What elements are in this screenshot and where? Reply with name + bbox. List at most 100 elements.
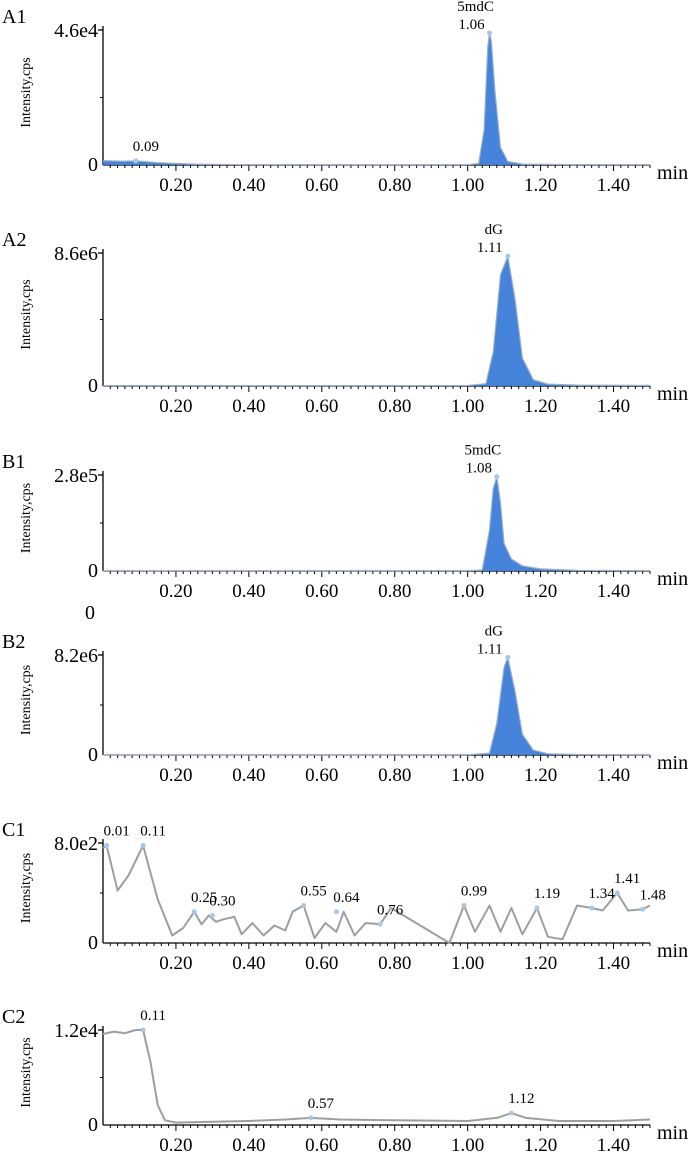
panel-c2-x-tick-label: 1.40 [597, 1135, 630, 1155]
panel-a1-peak-marker [487, 30, 493, 36]
panel-c1-peak-marker [640, 906, 646, 912]
panel-a1-peak-area [103, 32, 650, 166]
panel-b1-label: B1 [2, 451, 25, 473]
panel-b2-trace-line [103, 655, 651, 756]
panel-a1-x-tick-label: 1.40 [597, 175, 630, 196]
panel-b2-label: B2 [2, 631, 25, 653]
panel-c1-ymin-label: 0 [88, 932, 98, 954]
panel-a2-trace-line [103, 253, 651, 387]
panel-c2-x-unit-label: min [657, 1122, 688, 1144]
panel-a2-x-tick-label: 0.80 [378, 396, 411, 417]
panel-a2-x-tick-label: 0.20 [159, 396, 192, 417]
panel-a2-x-tick-label: 1.40 [597, 396, 630, 417]
panel-c2-ymin-label: 0 [88, 1114, 98, 1136]
panel-a1-x-tick-label: 0.40 [232, 175, 265, 196]
panel-c1-peak-rt: 0.76 [377, 902, 404, 918]
panel-c1-x-tick-label: 1.00 [451, 953, 484, 974]
panel-c2-y-axis-label: Intensity,cps [19, 1037, 34, 1107]
panel-b1-peak-area [103, 476, 650, 571]
panel-c1-peak-marker [191, 909, 197, 915]
panel-a2-ymax-label: 8.6e6 [54, 243, 98, 265]
panel-c1-y-axis-label: Intensity,cps [19, 853, 34, 923]
panel-c1-x-tick-label: 1.40 [597, 953, 630, 974]
panel-b1-x-tick-label: 1.00 [451, 581, 484, 602]
panel-c1-peak-marker [589, 905, 595, 911]
panel-b1-x-tick-label: 0.40 [232, 581, 265, 602]
panel-c1-trace-line [102, 844, 651, 944]
panel-c2-peak-rt: 0.11 [140, 1008, 166, 1024]
panel-a1-ymin-label: 0 [88, 154, 98, 176]
panel-a1-x-tick-label: 1.20 [524, 175, 557, 196]
panel-c1-x-tick-label: 0.80 [378, 953, 411, 974]
panel-c1-peak-marker [209, 913, 215, 918]
panel-b1-x-tick-label: 0.80 [378, 581, 411, 602]
panel-a2-peak-name: dG [485, 222, 504, 238]
panel-a1-peak-rt: 0.09 [133, 139, 159, 155]
panel-c2-ymax-label: 1.2e4 [54, 1020, 98, 1042]
panel-a2-ymin-label: 0 [88, 375, 98, 397]
panel-b2-ymax-label: 8.2e6 [54, 645, 98, 667]
panel-b1-ymax-label: 2.8e5 [54, 465, 98, 487]
panel-a1-x-tick-label: 0.80 [378, 175, 411, 196]
panel-a2-x-unit-label: min [657, 383, 688, 405]
panel-c1-peak-rt: 0.64 [333, 890, 360, 906]
panel-a2-x-tick-label: 0.60 [305, 396, 338, 417]
panel-a1-x-tick-label: 1.00 [451, 175, 484, 196]
panel-b2-x-tick-label: 1.40 [597, 765, 630, 786]
panel-c2-x-tick-label: 1.00 [451, 1135, 484, 1155]
panel-b2-ymin-label: 0 [88, 744, 98, 766]
panel-c2-x-tick-label: 0.60 [305, 1135, 338, 1155]
panel-c1-peak-rt: 0.25 [191, 890, 217, 906]
panel-a2-y-axis-label: Intensity,cps [19, 279, 34, 349]
panel-c1-peak-rt: 1.19 [534, 886, 560, 902]
panel-c1-label: C1 [2, 819, 25, 841]
panel-b2-x-tick-label: 0.60 [305, 765, 338, 786]
panel-c1-peak-marker [461, 903, 467, 908]
panel-c1-peak-marker [140, 843, 146, 848]
panel-b1-x-unit-label: min [657, 568, 688, 590]
panel-c1-ymax-label: 8.0e2 [54, 833, 98, 855]
panel-c2-peak-marker [140, 1027, 146, 1033]
panel-c2-x-tick-label: 0.40 [232, 1135, 265, 1155]
panel-a2-peak-area [103, 256, 650, 386]
panel-a1-peak-rt: 1.06 [458, 17, 485, 33]
panel-c1-peak-rt: 0.99 [461, 884, 487, 900]
panel-c1-peak-rt: 1.41 [614, 871, 640, 887]
panel-b1-peak-rt: 1.08 [466, 461, 492, 477]
panel-c1-x-tick-label: 0.20 [159, 953, 192, 974]
panel-b2-x-tick-label: 1.20 [524, 765, 557, 786]
panel-b2-x-tick-label: 0.20 [159, 765, 192, 786]
panel-b2-x-unit-label: min [657, 752, 688, 774]
panel-c1-peak-marker [614, 890, 620, 896]
panel-c1-peak-rt: 1.48 [640, 887, 666, 903]
panel-a2-x-tick-label: 1.00 [451, 396, 484, 417]
panel-c1-peak-marker [301, 903, 307, 908]
panel-b1-ymin-label: 0 [88, 560, 98, 582]
panel-a2-peak-marker [505, 253, 511, 259]
panel-a1-y-axis-label: Intensity,cps [19, 57, 34, 127]
panel-c1-peak-rt: 0.55 [300, 884, 326, 900]
panel-c1-x-tick-label: 1.20 [524, 953, 557, 974]
panel-c2-peak-marker [308, 1115, 314, 1121]
panel-b2-peak-marker [505, 654, 511, 660]
panel-c2-peak-marker [508, 1110, 514, 1116]
panel-a1-label: A1 [2, 6, 26, 28]
panel-a1-x-tick-label: 0.20 [159, 175, 192, 196]
panel-b1-peak-name: 5mdC [464, 443, 501, 459]
panel-c2-trace-line [102, 1029, 651, 1124]
panel-c2-x-tick-label: 0.80 [378, 1135, 411, 1155]
panel-b1-extra-label: 0 [85, 602, 95, 624]
panel-b2-x-tick-label: 1.00 [451, 765, 484, 786]
panel-b1-y-axis-label: Intensity,cps [19, 483, 34, 553]
panel-c1-peak-rt: 0.01 [104, 824, 130, 840]
panel-a1-trace-line [102, 32, 651, 166]
panel-c1-x-tick-label: 0.60 [305, 953, 338, 974]
panel-a2-label: A2 [2, 229, 26, 251]
panel-b2-x-tick-label: 0.40 [232, 765, 265, 786]
panel-a2-x-tick-label: 0.40 [232, 396, 265, 417]
panel-b1-x-tick-label: 0.60 [305, 581, 338, 602]
panel-c2-x-tick-label: 1.20 [524, 1135, 557, 1155]
panel-a2-peak-rt: 1.11 [477, 240, 503, 256]
panel-a1-x-unit-label: min [657, 162, 688, 184]
